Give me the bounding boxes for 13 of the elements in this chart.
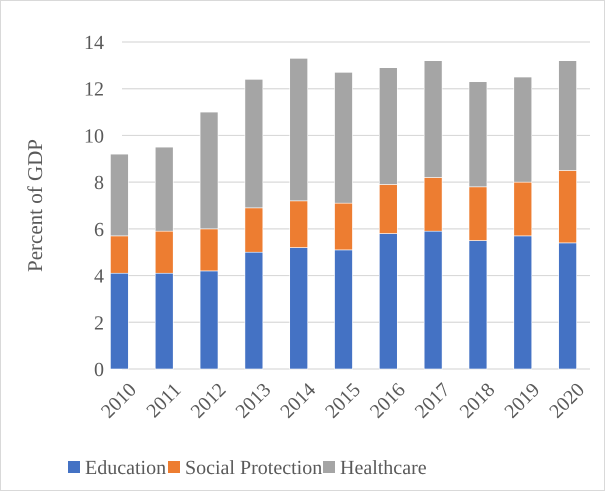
- y-tick-label: 0: [94, 359, 104, 381]
- y-tick-label: 14: [84, 32, 104, 54]
- legend-label: Social Protection: [185, 457, 322, 479]
- y-tick-label: 8: [94, 172, 104, 194]
- y-axis-title: Percent of GDP: [23, 139, 47, 272]
- y-tick-label: 4: [94, 266, 104, 288]
- y-tick-label: 12: [84, 78, 104, 101]
- legend-label: Healthcare: [340, 457, 427, 479]
- y-tick-label: 10: [84, 125, 104, 148]
- y-tick-label: 6: [94, 218, 104, 241]
- legend-label: Education: [85, 457, 166, 479]
- y-tick-label: 2: [94, 312, 104, 334]
- x-tick-label: 2011: [142, 378, 186, 422]
